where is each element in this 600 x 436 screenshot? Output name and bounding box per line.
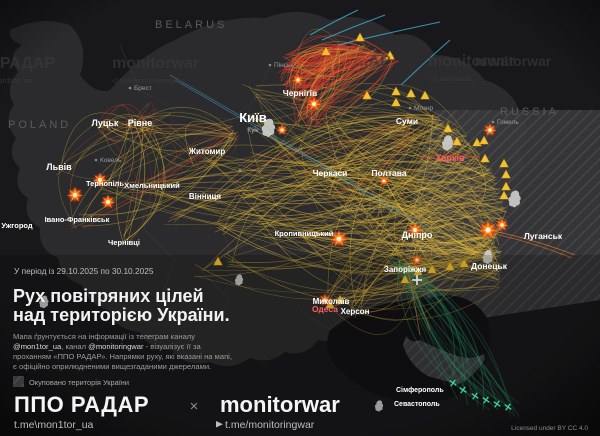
svg-text:Брест: Брест — [134, 85, 152, 92]
svg-text:Дніпро: Дніпро — [402, 230, 433, 240]
svg-text:Севастополь: Севастополь — [394, 401, 440, 408]
svg-text:Вінниця: Вінниця — [189, 192, 222, 201]
svg-text:Чернівці: Чернівці — [108, 238, 140, 247]
svg-text:monitorwar: monitorwar — [220, 392, 340, 417]
svg-text:Ужгород: Ужгород — [1, 221, 33, 230]
svg-text:t.me\mon1tor_ua: t.me\mon1tor_ua — [14, 419, 94, 431]
svg-text:Гомель: Гомель — [497, 119, 519, 126]
svg-text:Хмельницький: Хмельницький — [124, 181, 180, 190]
svg-text:Рух повітряних цілей: Рух повітряних цілей — [13, 286, 204, 306]
svg-text:Луганськ: Луганськ — [524, 231, 563, 241]
svg-text:Окуповано територія України: Окуповано територія України — [29, 378, 129, 387]
svg-text:Івано-Франківськ: Івано-Франківськ — [45, 215, 110, 224]
svg-text:Тернопіль: Тернопіль — [86, 179, 124, 188]
svg-text:@mon1tor_ua: @mon1tor_ua — [0, 78, 32, 85]
svg-text:◁ t.me/monitoringwar: ◁ t.me/monitoringwar — [111, 78, 185, 85]
svg-text:ППО РАДАР: ППО РАДАР — [14, 392, 149, 417]
svg-text:Херсон: Херсон — [341, 307, 370, 316]
svg-text:Житомир: Житомир — [188, 147, 226, 156]
svg-text:проханням «ППО РАДАР». Напрямк: проханням «ППО РАДАР». Напрямки руху, як… — [13, 352, 232, 361]
svg-text:×: × — [190, 398, 199, 415]
svg-text:Одеса: Одеса — [312, 304, 338, 314]
svg-text:Сімферополь: Сімферополь — [396, 386, 444, 394]
svg-text:monitorwar: monitorwar — [112, 55, 199, 72]
svg-text:ППО РАДАР: ППО РАДАР — [0, 55, 55, 72]
svg-text:Мозир: Мозир — [414, 105, 434, 112]
svg-text:Kyiv: Kyiv — [247, 128, 258, 134]
svg-text:Донецьк: Донецьк — [471, 261, 508, 271]
svg-text:Кропивницький: Кропивницький — [275, 229, 334, 238]
svg-text:Луцьк: Луцьк — [92, 118, 119, 128]
svg-text:t.me/monitoringwar: t.me/monitoringwar — [225, 419, 315, 431]
svg-text:Суми: Суми — [396, 116, 418, 126]
svg-text:Харків: Харків — [435, 153, 465, 163]
svg-text:є офіційно оприлюдненими вищез: є офіційно оприлюдненими вищезгаданими д… — [13, 362, 211, 371]
svg-text:над територією України.: над територією України. — [13, 305, 230, 325]
svg-text:Черкаси: Черкаси — [313, 168, 348, 178]
svg-text:monitorwar: monitorwar — [475, 53, 552, 69]
svg-text:Пінськ: Пінськ — [274, 61, 293, 69]
svg-text:Licensed under BY CC 4.0: Licensed under BY CC 4.0 — [511, 425, 588, 432]
svg-text:Ковель: Ковель — [100, 157, 122, 164]
svg-text:Мапа ґрунтується на інформації: Мапа ґрунтується на інформації із телегр… — [13, 332, 195, 341]
svg-text:Рівне: Рівне — [128, 118, 152, 128]
svg-text:У період із 29.10.2025 по 30.1: У період із 29.10.2025 по 30.10.2025 — [14, 266, 154, 276]
svg-text:Львів: Львів — [46, 162, 72, 172]
svg-text:...AP: ...AP — [355, 53, 391, 70]
svg-text:@mon1tor_ua, канал @monitoring: @mon1tor_ua, канал @monitoringwar - візу… — [13, 342, 201, 351]
svg-text:Чернігів: Чернігів — [283, 88, 318, 98]
svg-text:◁ t.me/monit...: ◁ t.me/monit... — [427, 76, 477, 83]
svg-text:Полтава: Полтава — [371, 168, 406, 178]
svg-text:Київ: Київ — [239, 110, 267, 125]
svg-text:Запоріжжя: Запоріжжя — [384, 265, 427, 274]
